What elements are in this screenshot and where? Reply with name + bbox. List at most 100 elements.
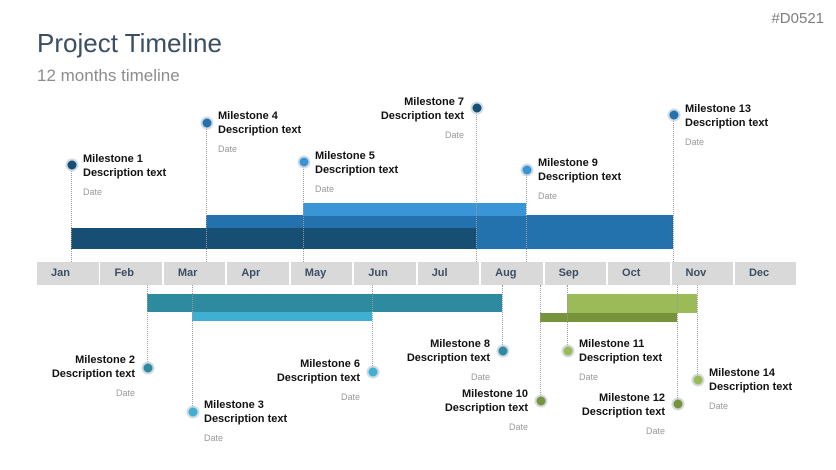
milestone-date: Date [508,422,528,432]
milestone-name: Milestone 5 [315,150,375,162]
milestone-desc: Description text [276,372,360,384]
milestone-11: Milestone 11 Description text Date [579,337,662,384]
milestone-connector [677,285,678,404]
milestone-marker-icon [472,103,481,113]
milestone-desc: Description text [380,110,464,122]
phase-bar-light-blue [303,203,526,216]
milestone-1: Milestone 1 Description text Date [83,152,166,199]
milestone-desc: Description text [51,368,135,380]
page-subtitle: 12 months timeline [37,66,180,85]
milestone-name: Milestone 7 [404,96,464,108]
milestone-8: Milestone 8 Description text Date [407,337,490,384]
milestone-connector [673,115,674,262]
milestone-marker-icon [498,346,507,356]
milestone-marker-icon [188,407,197,417]
month-may: May [290,262,353,285]
phase-bar-dark-green [540,313,677,322]
milestone-date: Date [218,144,238,154]
milestone-name: Milestone 6 [300,358,360,370]
slide-code: #D0521 [771,10,824,27]
month-dec: Dec [734,262,797,285]
milestone-name: Milestone 11 [579,338,645,350]
milestone-6: Milestone 6 Description text Date [277,357,360,404]
milestone-desc: Description text [204,413,288,425]
month-mar: Mar [163,262,226,285]
milestone-connector [372,285,373,372]
milestone-desc: Description text [315,164,399,176]
milestone-name: Milestone 14 [709,367,776,379]
month-feb: Feb [100,262,162,285]
milestone-date: Date [315,184,335,194]
phase-bar-green [567,294,697,313]
milestone-date: Date [115,388,135,398]
milestone-marker-icon [522,165,531,175]
milestone-marker-icon [536,396,545,406]
milestone-date: Date [340,392,360,402]
milestone-name: Milestone 10 [461,388,528,400]
milestone-desc: Description text [685,117,769,129]
milestone-connector [147,285,148,368]
milestone-name: Milestone 9 [538,157,598,169]
milestone-marker-icon [669,110,678,120]
month-nov: Nov [671,262,733,285]
milestone-date: Date [645,426,665,436]
phase-bar-navy [71,228,476,249]
milestone-desc: Description text [83,167,167,179]
milestone-connector [192,285,193,412]
milestone-name: Milestone 12 [598,392,665,404]
milestone-desc: Description text [444,402,528,414]
milestone-name: Milestone 4 [218,110,278,122]
milestone-date: Date [204,433,224,443]
milestone-date: Date [538,191,558,201]
phase-bar-teal [147,294,502,312]
milestone-date: Date [83,187,103,197]
milestone-desc: Description text [579,352,663,364]
month-apr: Apr [227,262,289,285]
milestone-marker-icon [368,367,377,377]
milestone-4: Milestone 4 Description text Date [218,109,301,156]
milestone-connector [697,285,698,380]
milestone-desc: Description text [709,381,793,393]
milestone-2: Milestone 2 Description text Date [52,353,135,400]
milestone-marker-icon [673,399,682,409]
milestone-marker-icon [143,363,152,373]
milestone-desc: Description text [406,352,490,364]
milestone-marker-icon [202,118,211,128]
milestone-name: Milestone 1 [83,153,143,165]
milestone-date: Date [685,137,705,147]
milestone-10: Milestone 10 Description text Date [445,387,528,434]
milestone-connector [71,165,72,262]
milestone-name: Milestone 2 [75,354,135,366]
milestone-9: Milestone 9 Description text Date [538,156,621,203]
milestone-connector [540,285,541,401]
milestone-connector [476,108,477,262]
milestone-7: Milestone 7 Description text Date [381,95,464,142]
milestone-date: Date [444,130,464,140]
milestone-12: Milestone 12 Description text Date [582,391,665,438]
milestone-marker-icon [563,346,572,356]
milestone-marker-icon [693,375,702,385]
milestone-date: Date [470,372,490,382]
month-jun: Jun [354,262,416,285]
milestone-connector [502,285,503,351]
milestone-desc: Description text [538,171,622,183]
milestone-desc: Description text [218,124,302,136]
milestone-connector [303,162,304,262]
milestone-connector [206,123,207,262]
month-sep: Sep [544,262,607,285]
milestone-date: Date [709,401,729,411]
month-jul: Jul [417,262,480,285]
milestone-name: Milestone 8 [430,338,490,350]
page-title: Project Timeline [37,28,222,58]
milestone-marker-icon [299,157,308,167]
milestone-13: Milestone 13 Description text Date [685,102,768,149]
milestone-desc: Description text [581,406,665,418]
milestone-3: Milestone 3 Description text Date [204,398,287,445]
milestone-connector [526,170,527,262]
milestone-connector [567,285,568,351]
milestone-name: Milestone 13 [685,103,752,115]
phase-bar-light-teal [192,312,372,321]
milestone-date: Date [579,372,599,382]
milestone-14: Milestone 14 Description text Date [709,366,792,413]
month-jan: Jan [37,262,99,285]
